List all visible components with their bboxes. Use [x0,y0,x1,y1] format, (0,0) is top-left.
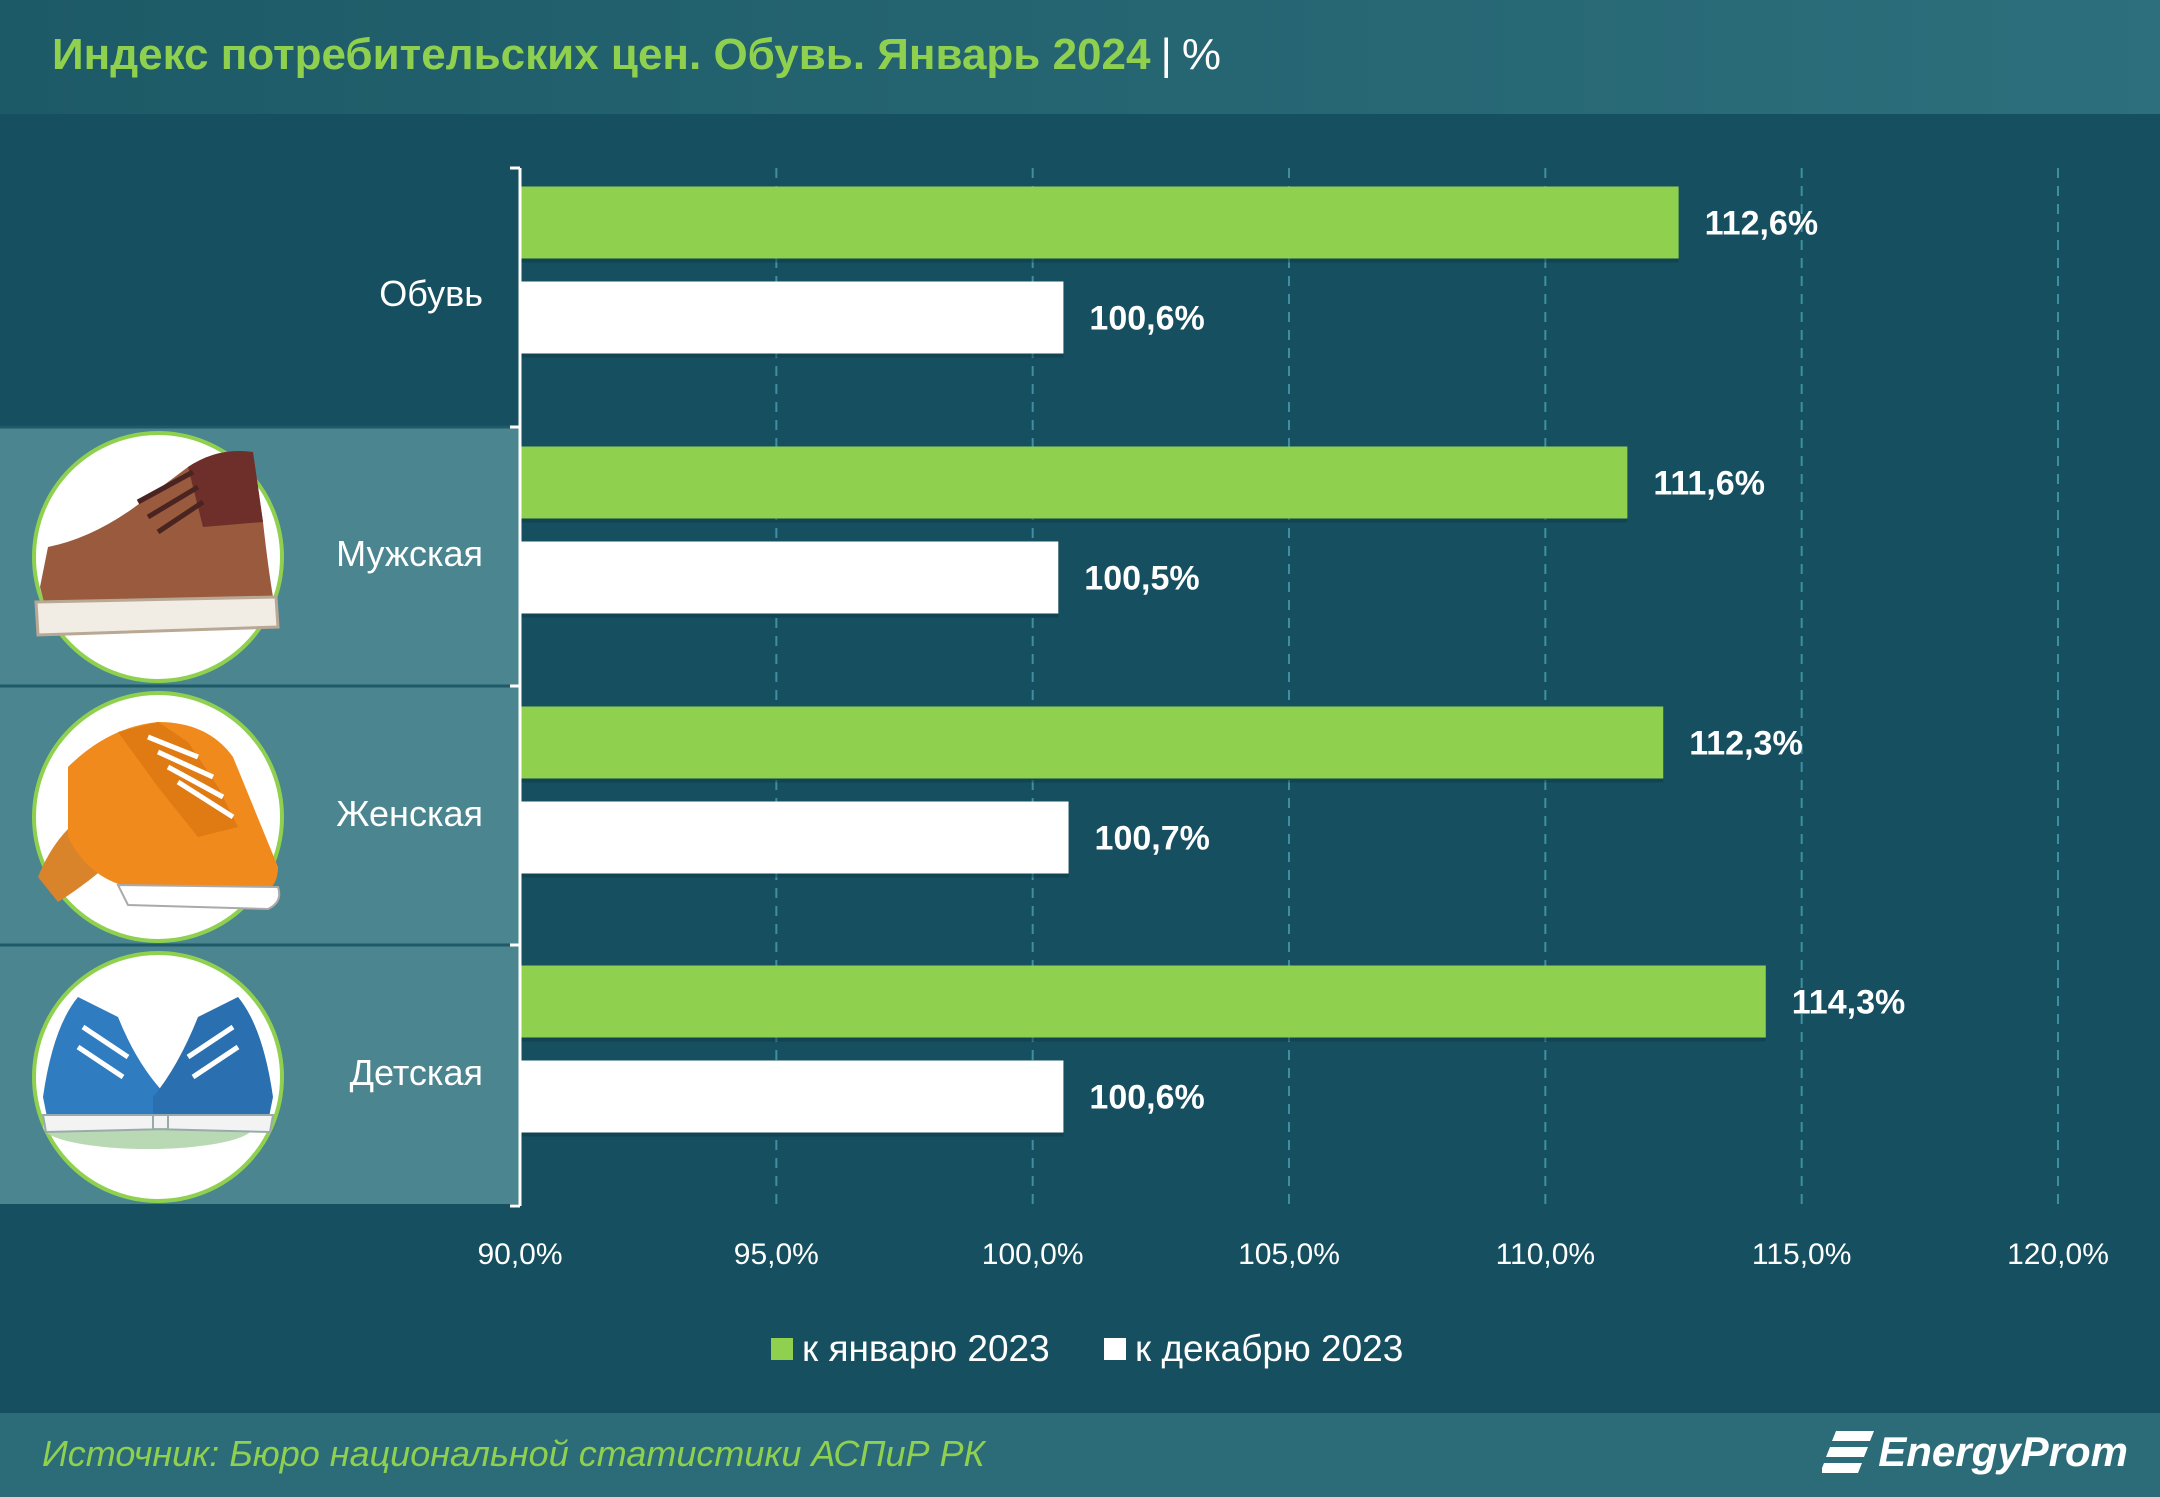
x-axis-ticks: 90,0% 95,0% 100,0% 105,0% 110,0% 115,0% 120,0% [477,1238,2108,1271]
bar [520,186,1679,259]
data-label: 114,3% [1792,984,1905,1022]
bar [520,965,1766,1038]
logo-mark-icon [1822,1431,1875,1473]
bar [520,281,1064,354]
footer: Источник: Бюро национальной статистики А… [0,1413,2160,1497]
chart-title-text: Индекс потребительских цен. Обувь. Январ… [52,30,1151,79]
tick-label: 110,0% [1496,1238,1596,1271]
data-label: 100,6% [1089,300,1204,338]
legend-label-dec: к декабрю 2023 [1135,1328,1403,1369]
bar [520,446,1628,519]
mens-shoe-icon [32,431,284,683]
category-label: Женская [336,793,483,834]
y-axis [510,166,522,1208]
tick-label: 105,0% [1238,1238,1340,1271]
tick-label: 120,0% [2007,1238,2109,1271]
logo-text: EnergyProm [1878,1428,2128,1475]
legend-swatch-jan [771,1338,793,1360]
bar-chart: Обувь 112,6% 100,6% Мужская 111,6% 100,5% Женс… [0,114,2109,1369]
title-bar: Индекс потребительских цен. Обувь. Январ… [0,0,2160,114]
category-band [0,114,520,427]
data-label: 100,5% [1084,560,1199,598]
legend: к январю 2023 к декабрю 2023 [771,1328,1403,1369]
bar [520,541,1059,614]
tick-label: 95,0% [734,1238,819,1271]
source-note: Источник: Бюро национальной статистики А… [42,1433,985,1474]
chart-title: Индекс потребительских цен. Обувь. Январ… [52,30,1221,80]
tick-label: 100,0% [982,1238,1084,1271]
data-label: 112,6% [1705,205,1818,243]
bars: Обувь 112,6% 100,6% Мужская 111,6% 100,5% Женс… [336,186,1905,1137]
legend-label-jan: к январю 2023 [802,1328,1050,1369]
data-label: 111,6% [1653,465,1765,503]
bar [520,801,1069,874]
category-label: Детская [350,1052,483,1093]
data-label: 112,3% [1689,725,1802,763]
title-separator: | [1160,30,1172,79]
tick-label: 115,0% [1752,1238,1852,1271]
kids-sneakers-icon [32,951,284,1203]
data-label: 100,7% [1095,820,1210,858]
category-label: Мужская [336,533,483,574]
data-label: 100,6% [1089,1079,1204,1117]
category-label: Обувь [379,273,483,314]
legend-swatch-dec [1104,1338,1126,1360]
shoe-icons [32,431,284,1203]
bar [520,1060,1064,1133]
bar [520,706,1664,779]
energyprom-logo: EnergyProm [1822,1427,2128,1477]
chart-unit: % [1181,30,1222,79]
womens-sneaker-icon [32,691,284,943]
tick-label: 90,0% [477,1238,562,1271]
